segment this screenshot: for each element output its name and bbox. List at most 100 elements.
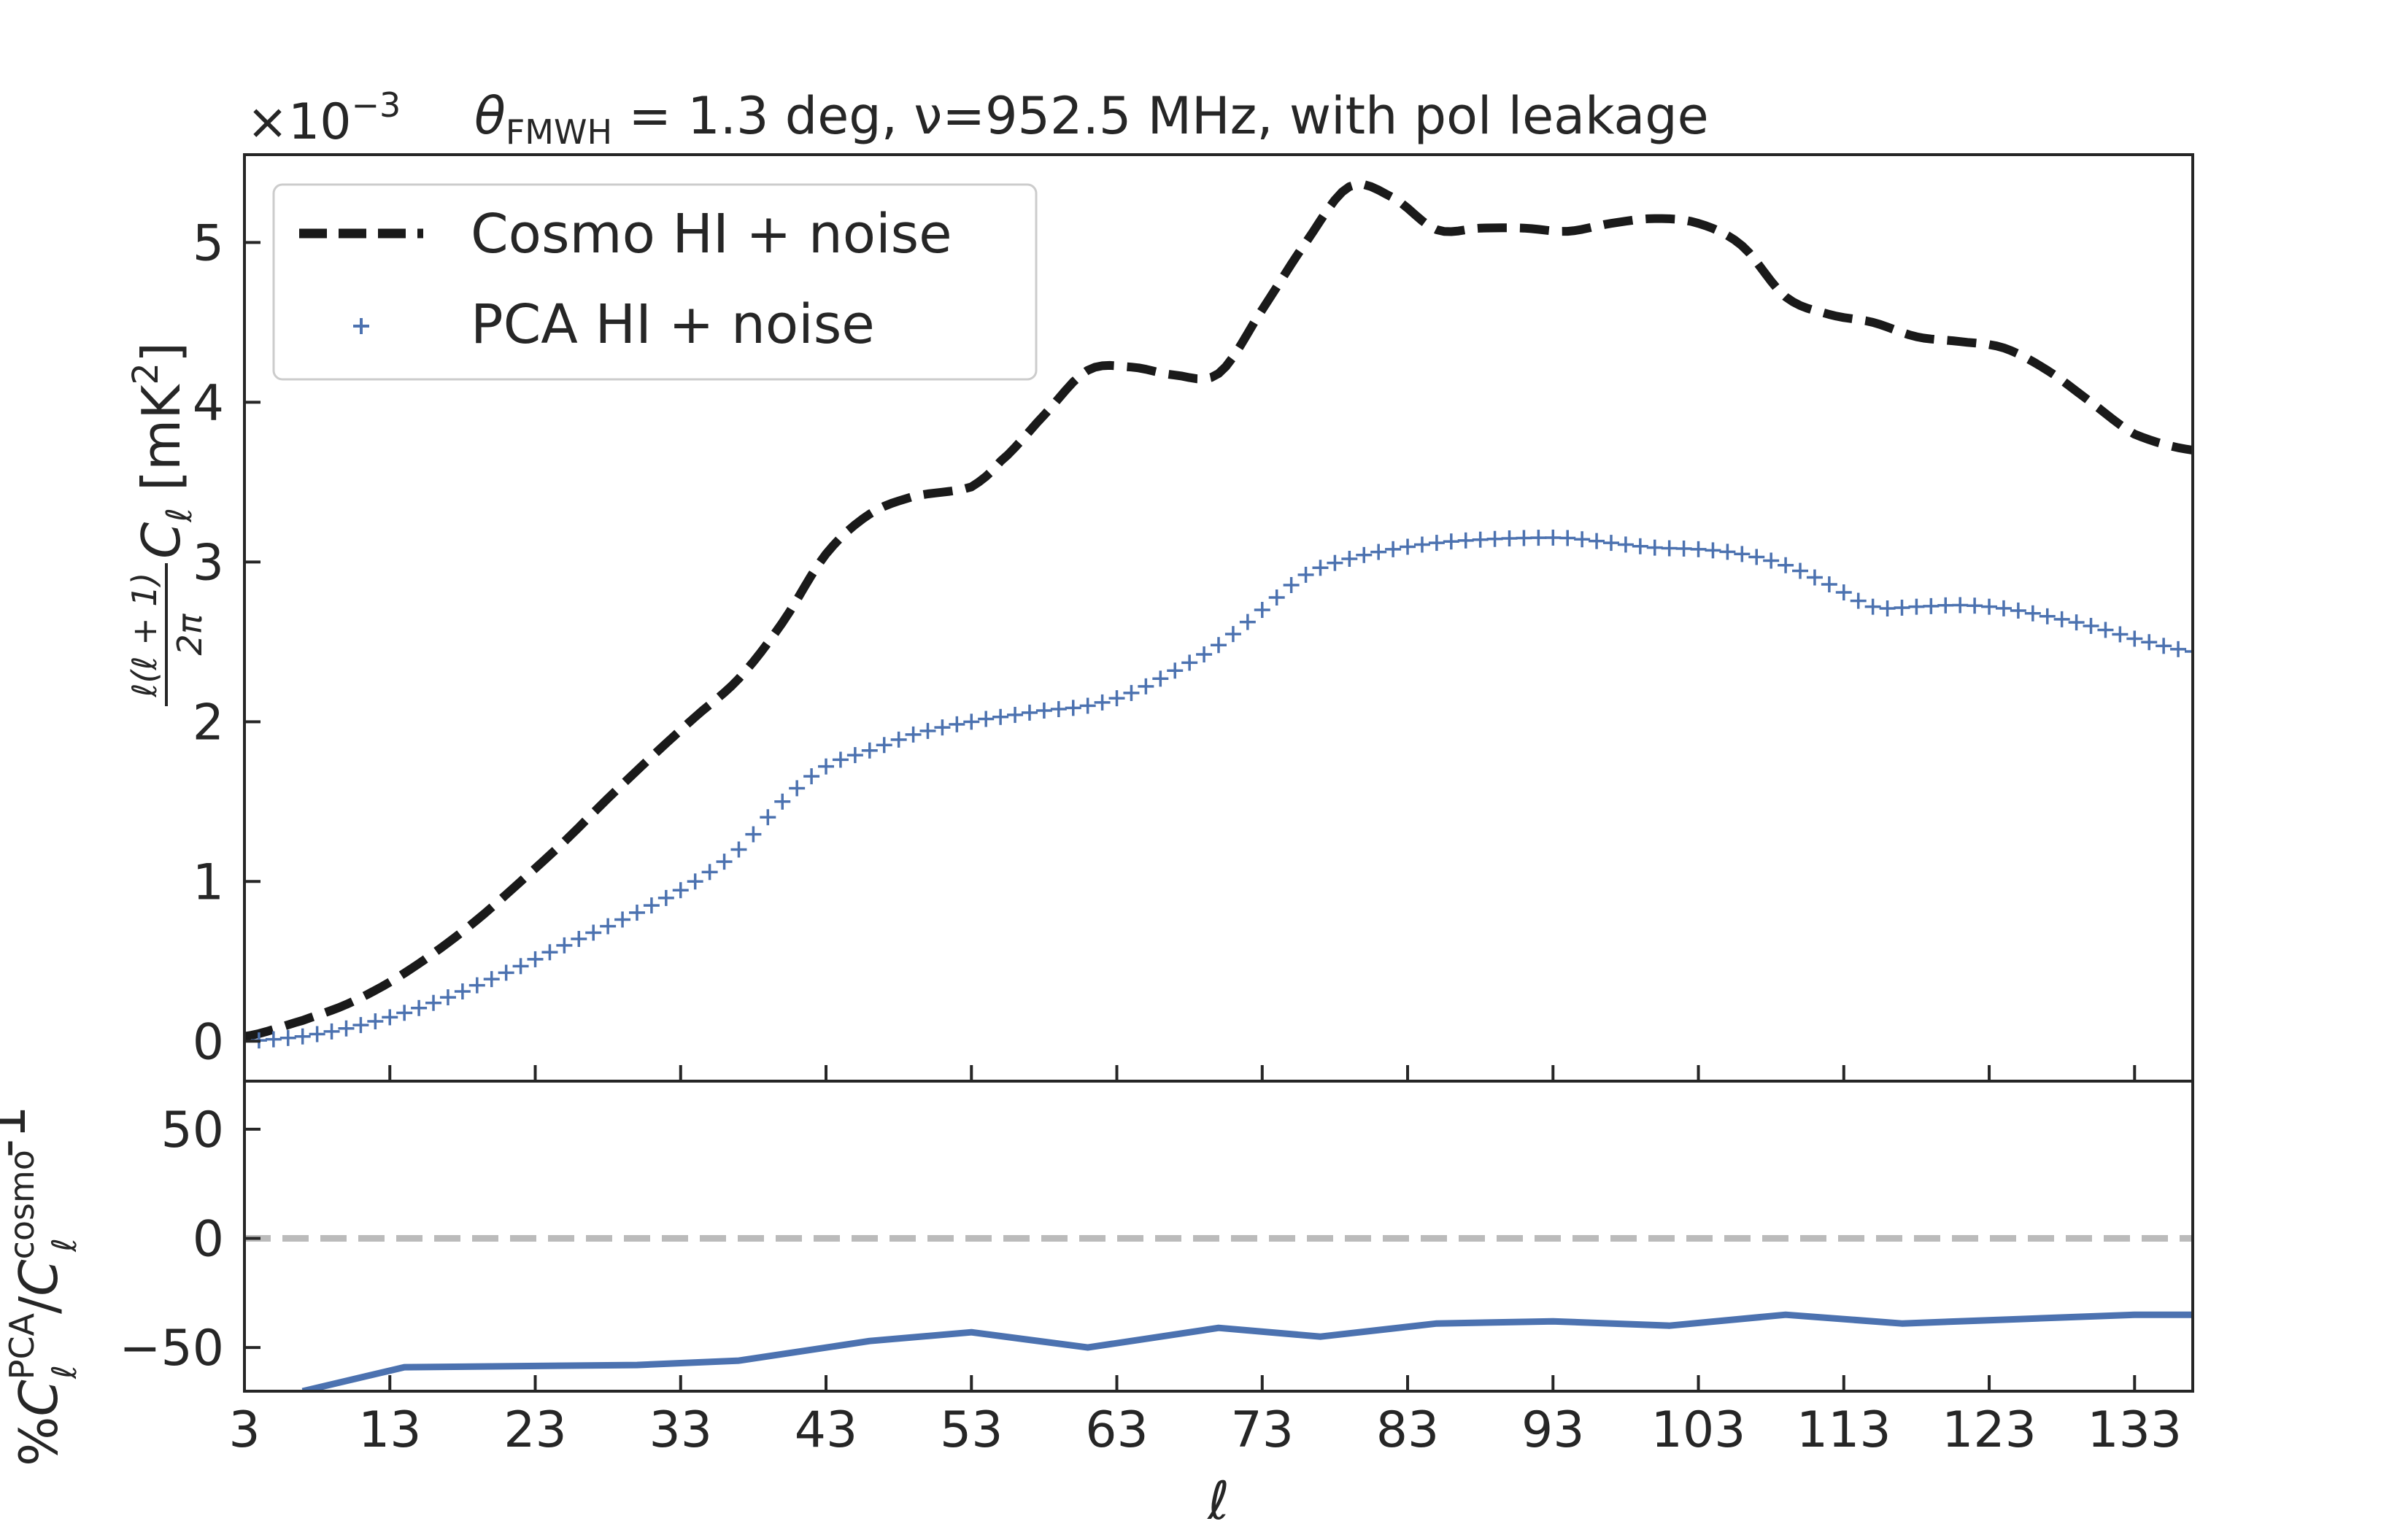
pca-marker (1356, 546, 1373, 563)
pca-marker (265, 1031, 282, 1048)
pca-marker (1254, 602, 1270, 619)
pca-marker (294, 1028, 311, 1045)
x-tick-label: 133 (2087, 1401, 2182, 1459)
ratio-plot-area (244, 1234, 2193, 1391)
pca-marker (789, 780, 806, 797)
pca-marker (2170, 641, 2187, 657)
pca-marker (2039, 608, 2056, 624)
pca-marker (701, 864, 718, 881)
x-tick-label: 13 (358, 1401, 422, 1459)
ratio-y-ticks: −50 0 50 (119, 1102, 261, 1377)
pca-marker (1486, 530, 1503, 547)
pca-marker (1312, 560, 1329, 576)
pca-marker (1152, 670, 1169, 687)
pca-marker (1007, 706, 1024, 723)
main-y-tick-label: 2 (193, 694, 224, 751)
pca-marker (1690, 541, 1707, 557)
pca-marker (541, 944, 558, 961)
chart-title: θFMWH = 1.3 deg, ν=952.5 MHz, with pol l… (474, 86, 1709, 152)
pca-marker (949, 716, 965, 732)
pca-marker (1181, 654, 1198, 671)
pca-marker (2156, 638, 2172, 654)
legend-label-pca: PCA HI + noise (471, 293, 875, 356)
pca-marker (1123, 684, 1140, 701)
pca-marker (1065, 700, 1081, 716)
pca-marker (338, 1020, 355, 1037)
pca-marker (846, 747, 863, 764)
pca-marker (774, 793, 791, 810)
pca-marker (1821, 576, 1837, 593)
pca-marker (439, 989, 456, 1006)
main-y-ticks: 0 1 2 3 4 5 (193, 214, 261, 1071)
pca-marker (556, 937, 573, 953)
main-y-tick-label: 3 (193, 534, 224, 592)
pca-marker (323, 1023, 340, 1040)
pca-marker (1937, 597, 1954, 614)
pca-marker (1574, 531, 1591, 548)
main-y-tick-label: 4 (193, 374, 224, 432)
pca-marker (2068, 614, 2085, 631)
main-y-tick-label: 1 (193, 854, 224, 911)
pca-marker (1806, 569, 1823, 586)
pca-marker (1428, 535, 1445, 552)
main-y-label: ℓ(ℓ + 1) 2π Cℓ [mK2] (125, 342, 209, 706)
pca-marker (1589, 533, 1605, 549)
pca-marker (1138, 678, 1154, 695)
pca-marker (1850, 592, 1867, 609)
pca-marker (498, 964, 514, 981)
pca-marker (1094, 694, 1111, 711)
pca-marker (1079, 697, 1096, 714)
pca-marker (454, 983, 471, 999)
pca-marker (978, 711, 995, 727)
pca-marker (1196, 646, 1213, 663)
pca-marker (1952, 597, 1969, 614)
x-tick-label: 53 (940, 1401, 1003, 1459)
pca-marker (876, 737, 892, 754)
pca-marker (643, 897, 660, 914)
x-axis-label: ℓ (1206, 1470, 1230, 1531)
pca-marker (425, 994, 442, 1011)
pca-marker (527, 951, 544, 967)
ratio-x-ticks: 3 13 23 33 43 53 63 73 83 93 103 113 123 133 (228, 1375, 2182, 1459)
pca-marker (934, 719, 951, 736)
pca-marker (1472, 531, 1489, 548)
pca-marker (1981, 598, 1998, 615)
pca-marker (803, 768, 820, 785)
pca-marker (1035, 703, 1052, 719)
pca-marker (1835, 584, 1852, 601)
x-tick-label: 83 (1376, 1401, 1440, 1459)
pca-marker (2024, 605, 2041, 622)
pca-marker (1327, 554, 1343, 571)
x-tick-label: 103 (1651, 1401, 1746, 1459)
pca-marker (672, 882, 689, 899)
x-tick-label: 33 (649, 1401, 712, 1459)
pca-marker (1457, 532, 1474, 549)
main-panel: 0 1 2 3 4 5 ×10−3 θFMWH = 1.3 deg, ν=952.5 MH… (125, 85, 2194, 1083)
pca-marker (1400, 538, 1416, 555)
x-tick-label: 23 (503, 1401, 567, 1459)
pca-marker (1879, 600, 1896, 617)
pca-marker (1602, 535, 1619, 552)
pca-marker (483, 971, 500, 988)
pca-marker (1632, 538, 1648, 554)
pca-marker (352, 1017, 369, 1034)
pca-marker (760, 809, 776, 826)
pca-marker (309, 1026, 325, 1042)
pca-marker (2097, 622, 2114, 638)
pca-marker (890, 731, 907, 748)
pca-marker (571, 931, 587, 948)
x-tick-label: 43 (795, 1401, 858, 1459)
pca-marker (1719, 543, 1736, 560)
pca-marker (1021, 704, 1038, 721)
ratio-y-tick-label: −50 (119, 1320, 224, 1377)
pca-marker (716, 854, 733, 870)
pca-marker (1211, 637, 1227, 654)
pca-marker (628, 905, 645, 921)
pca-marker (919, 722, 936, 739)
pca-marker (832, 751, 849, 768)
y-label-cl: Cℓ [mK2] (126, 342, 200, 559)
ratio-line (301, 1311, 2193, 1391)
pca-marker (2053, 611, 2070, 627)
pca-marker (2112, 626, 2129, 643)
